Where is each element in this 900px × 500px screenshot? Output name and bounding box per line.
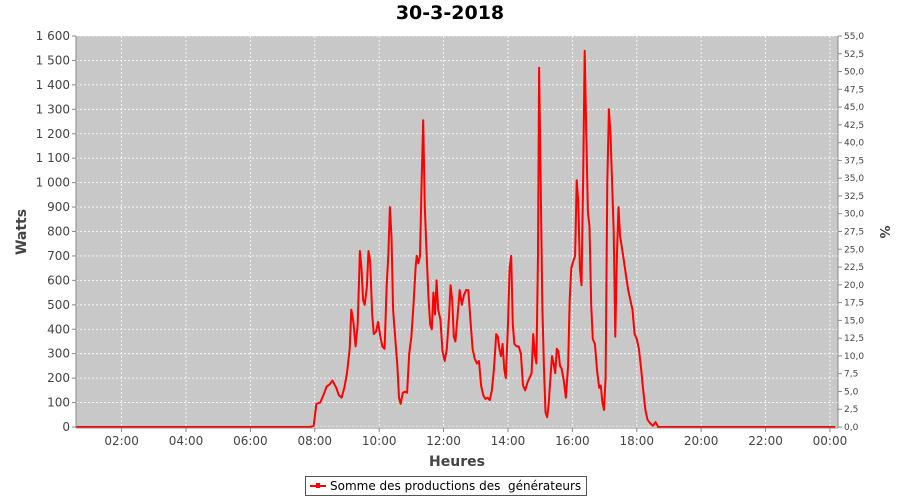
x-tick-label: 08:00	[297, 434, 332, 448]
x-axis-ticks: 02:00 04:00 06:00 08:00 10:00 12:00 14:00 16:00…	[104, 428, 847, 448]
y-tick-label: 1 000	[36, 176, 70, 190]
y-tick-label: 1 200	[36, 127, 70, 141]
y2-tick-label: 20,0	[844, 281, 864, 291]
y2-tick-label: 40,0	[844, 139, 864, 149]
y2-tick-label: 2,5	[844, 405, 858, 415]
y-tick-label: 1 500	[36, 53, 70, 67]
grid-vertical	[121, 36, 831, 427]
x-tick-label: 00:00	[813, 434, 848, 448]
legend: Somme des productions des générateurs	[305, 476, 588, 496]
y2-tick-label: 15,0	[844, 316, 864, 326]
y-tick-label: 0	[62, 420, 70, 434]
y-axis-ticks: 0 100 200 300 400 500 600 700 800 900 1 000 1 100 1 …	[36, 29, 76, 434]
x-axis-label: Heures	[429, 454, 485, 470]
x-tick-label: 22:00	[748, 434, 783, 448]
y-tick-label: 100	[47, 396, 70, 410]
y-tick-label: 1 600	[36, 29, 70, 43]
chart-title: 30-3-2018	[395, 2, 505, 24]
y-tick-label: 1 100	[36, 151, 70, 165]
y2-tick-label: 50,0	[844, 68, 864, 78]
y2-tick-label: 42,5	[844, 121, 864, 131]
y2-tick-label: 10,0	[844, 352, 864, 362]
x-tick-label: 14:00	[491, 434, 526, 448]
y2-tick-label: 25,0	[844, 245, 864, 255]
y2-axis-ticks: 0,0 2,5 5,0 7,5 10,0 12,5 15,0 17,5 20,0 22,5 25,0…	[838, 32, 864, 433]
x-tick-label: 16:00	[555, 434, 590, 448]
y-tick-label: 800	[47, 225, 70, 239]
y2-tick-label: 12,5	[844, 334, 864, 344]
x-tick-label: 20:00	[684, 434, 719, 448]
x-tick-label: 02:00	[104, 434, 139, 448]
y2-axis-label: %	[876, 225, 891, 238]
y-axis-label: Watts	[14, 209, 30, 255]
y-tick-label: 600	[47, 273, 70, 287]
series-line	[76, 49, 836, 428]
y-tick-label: 700	[47, 249, 70, 263]
x-tick-label: 18:00	[619, 434, 654, 448]
y2-tick-label: 55,0	[844, 32, 864, 42]
y2-tick-label: 27,5	[844, 228, 864, 238]
y-tick-label: 200	[47, 371, 70, 385]
y2-tick-label: 32,5	[844, 192, 864, 202]
y-tick-label: 400	[47, 322, 70, 336]
legend-series-name: Somme des productions des générateurs	[330, 479, 582, 493]
y-tick-label: 300	[47, 347, 70, 361]
y2-tick-label: 7,5	[844, 370, 858, 380]
y2-tick-label: 37,5	[844, 156, 864, 166]
y2-tick-label: 5,0	[844, 387, 859, 397]
legend-swatch	[310, 483, 326, 488]
y2-tick-label: 52,5	[844, 50, 864, 60]
y2-tick-label: 45,0	[844, 103, 864, 113]
x-tick-label: 06:00	[233, 434, 268, 448]
y2-tick-label: 47,5	[844, 85, 864, 95]
x-tick-label: 04:00	[169, 434, 204, 448]
y2-tick-label: 30,0	[844, 210, 864, 220]
y-tick-label: 1 400	[36, 78, 70, 92]
y2-tick-label: 35,0	[844, 174, 864, 184]
x-tick-label: 12:00	[426, 434, 461, 448]
y2-tick-label: 0,0	[844, 423, 859, 433]
y2-tick-label: 22,5	[844, 263, 864, 273]
x-tick-label: 10:00	[362, 434, 397, 448]
y2-tick-label: 17,5	[844, 299, 864, 309]
grid-horizontal	[76, 35, 838, 428]
y-tick-label: 900	[47, 200, 70, 214]
y-tick-label: 500	[47, 298, 70, 312]
y-tick-label: 1 300	[36, 102, 70, 116]
